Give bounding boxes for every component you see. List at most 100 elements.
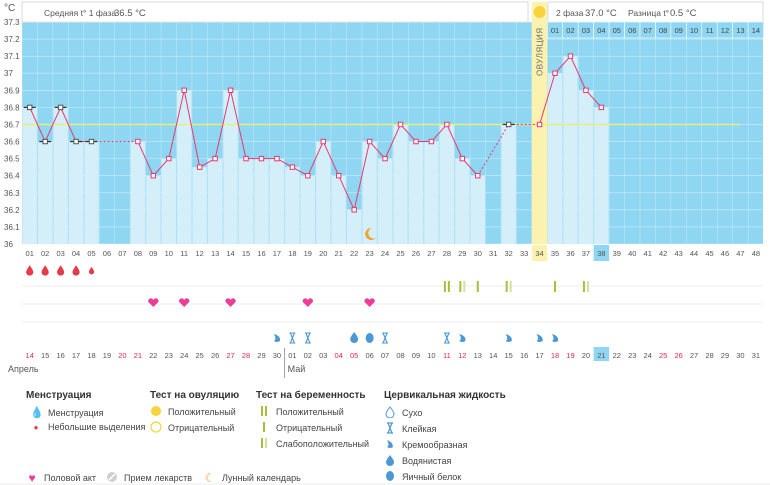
calendar-date-label: 14 <box>26 351 34 360</box>
calendar-date-label: 03 <box>319 351 327 360</box>
legend-preg-positive: Положительный <box>258 405 344 419</box>
temperature-segment <box>44 107 62 142</box>
top-day-row: 01 02 03 04 05 06 07 08 09 10 11 12 13 14 <box>546 21 764 39</box>
temperature-segment <box>29 107 46 142</box>
temperature-point <box>336 172 342 179</box>
temperature-segment <box>400 124 417 142</box>
temperature-point <box>428 138 435 145</box>
calendar-date-label: 15 <box>505 351 513 360</box>
x-day-label: 16 <box>257 249 265 258</box>
temperature-bar <box>455 158 470 244</box>
moon-calendar-icon <box>365 227 376 240</box>
pregnancy-test-icon <box>459 281 462 292</box>
temperature-bar <box>424 141 439 244</box>
x-day-label: 24 <box>381 249 389 258</box>
calendar-date-label: 29 <box>257 351 265 360</box>
temperature-segment <box>183 90 201 168</box>
temperature-point <box>88 138 95 145</box>
x-day-label: 41 <box>644 249 652 258</box>
intercourse-heart-icon <box>179 298 190 307</box>
x-day-label: 02 <box>41 249 49 258</box>
x-day-label: 32 <box>505 249 513 258</box>
legend-menstruation: 💧 Менструация <box>30 407 104 419</box>
small-drop-icon: ● <box>33 422 39 432</box>
menstruation-drop-icon <box>72 265 80 276</box>
cervical-creamy-icon <box>273 334 281 342</box>
temperature-bar <box>223 90 238 244</box>
temperature-bar <box>362 141 377 244</box>
calendar-date-label: 08 <box>396 351 404 360</box>
temperature-bar <box>346 209 362 244</box>
x-day-label: 39 <box>613 249 621 258</box>
temperature-point <box>351 207 357 213</box>
cervical-sticky-icon <box>304 332 311 344</box>
temperature-point <box>598 104 605 111</box>
calendar-date-label: 17 <box>72 351 80 360</box>
x-axis: 01 02 03 04 05 06 07 08 09 10 11 12 13 14 15 16 17 18 19 20… <box>22 245 763 261</box>
calendar-date-label: 31 <box>752 351 760 360</box>
calendar-date-label: 19 <box>566 351 574 360</box>
temperature-bar <box>393 124 408 244</box>
x-day-label: 26 <box>412 249 420 258</box>
x-day-label: 30 <box>474 249 482 258</box>
top-day-label: 09 <box>674 26 682 35</box>
y-axis: 36 36.1 36.2 36.3 36.4 36.5 36.6 36.7 36.8 36.9 37… <box>4 18 20 249</box>
y-tick-label: 37.3 <box>4 18 20 27</box>
x-day-label: 34 <box>535 249 543 258</box>
top-day-label: 06 <box>628 26 636 35</box>
legend-cervical-title: Цервикальная жидкость <box>384 390 506 401</box>
x-day-label: 23 <box>365 249 373 258</box>
calendar-date-label: 18 <box>87 351 95 360</box>
temperature-segment <box>539 73 556 125</box>
temperature-bar <box>161 158 176 244</box>
calendar-date-label: 24 <box>180 351 188 360</box>
temperature-bar <box>285 167 300 244</box>
bbt-chart: 36 36.1 36.2 36.3 36.4 36.5 36.6 36.7 36.8 36.9 37… <box>0 1 770 378</box>
x-day-label: 48 <box>752 249 760 258</box>
calendar-date-label: 01 <box>288 351 296 360</box>
calendar-date-label: 13 <box>474 351 482 360</box>
y-tick-label: 36.6 <box>4 138 20 147</box>
temperature-gap-segment <box>477 124 510 176</box>
top-day-label: 04 <box>597 26 605 35</box>
x-day-label: 15 <box>242 249 250 258</box>
temperature-segment <box>570 55 587 91</box>
y-tick-label: 36.2 <box>4 206 20 215</box>
temperature-segment <box>431 124 448 142</box>
calendar-date-label: 20 <box>118 351 126 360</box>
temperature-bar <box>377 158 393 244</box>
temperature-bar <box>84 141 99 244</box>
top-day-label: 07 <box>644 26 652 35</box>
moon-icon: ☾ <box>204 471 216 485</box>
pregnancy-test-icon <box>505 281 508 292</box>
x-day-label: 13 <box>211 249 219 258</box>
top-day-label: 10 <box>690 26 698 35</box>
x-day-label: 10 <box>165 249 173 258</box>
x-day-label: 08 <box>134 249 142 258</box>
calendar-date-label: 15 <box>41 351 49 360</box>
cervical-egg-white-icon <box>365 333 374 343</box>
top-day-label: 01 <box>551 26 559 35</box>
top-day-label: 12 <box>721 26 729 35</box>
temperature-segment <box>554 55 571 74</box>
y-tick-label: 36.8 <box>4 103 20 112</box>
pregnancy-test-second-line-icon <box>586 281 589 292</box>
month-label-april: Апрель <box>8 364 39 374</box>
x-day-label: 01 <box>26 249 34 258</box>
temperature-bar <box>238 158 254 244</box>
y-tick-label: 36.9 <box>4 86 20 95</box>
legend-cervical-sticky: Клейкая <box>384 422 437 436</box>
calendar-date-label: 18 <box>551 351 559 360</box>
temperature-segment <box>338 175 355 211</box>
x-day-label: 18 <box>288 249 296 258</box>
calendar-date-label: 30 <box>736 351 744 360</box>
x-day-label: 44 <box>690 249 698 258</box>
calendar-date-label: 27 <box>226 351 234 360</box>
double-bar-icon <box>258 405 270 419</box>
calendar-date-label: 29 <box>721 351 729 360</box>
events-band <box>0 262 770 344</box>
y-tick-label: 36.7 <box>4 120 20 129</box>
cervical-sticky-icon <box>443 332 450 344</box>
x-day-label: 27 <box>427 249 435 258</box>
